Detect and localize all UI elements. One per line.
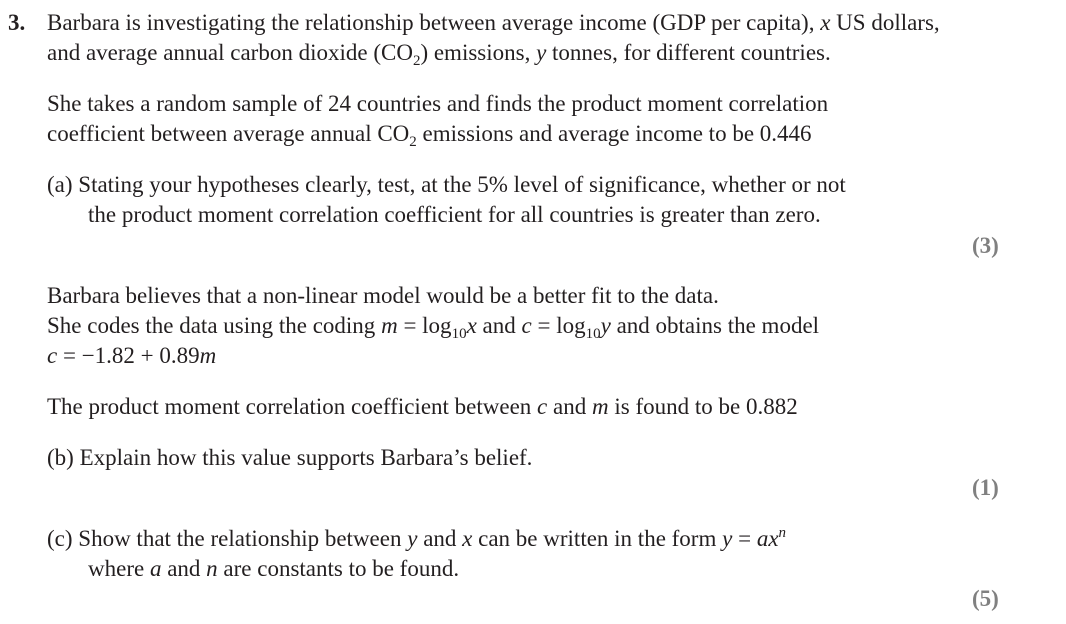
question-number: 3. <box>8 10 26 35</box>
part-c-marks: (5) <box>972 586 999 611</box>
part-a-line-1: (a) Stating your hypotheses clearly, tes… <box>47 172 846 197</box>
model-line-1: Barbara believes that a non-linear model… <box>47 283 719 308</box>
part-c-line-2: where a and n are constants to be found. <box>88 556 460 581</box>
part-c-line-1: (c) Show that the relationship between y… <box>47 525 787 552</box>
part-b-marks: (1) <box>972 475 999 500</box>
sample-line-1: She takes a random sample of 24 countrie… <box>47 91 829 116</box>
pmcc-line: The product moment correlation coefficie… <box>47 394 798 419</box>
intro-line-1: Barbara is investigating the relationshi… <box>47 10 940 35</box>
part-a-marks: (3) <box>972 233 999 258</box>
part-b-line-1: (b) Explain how this value supports Barb… <box>47 445 533 470</box>
part-a-line-2: the product moment correlation coefficie… <box>88 202 821 227</box>
model-line-3: c = −1.82 + 0.89m <box>47 343 217 368</box>
sample-line-2: coefficient between average annual CO2 e… <box>47 121 812 150</box>
intro-line-2: and average annual carbon dioxide (CO2) … <box>47 40 831 69</box>
model-line-2: She codes the data using the coding m = … <box>47 313 820 342</box>
